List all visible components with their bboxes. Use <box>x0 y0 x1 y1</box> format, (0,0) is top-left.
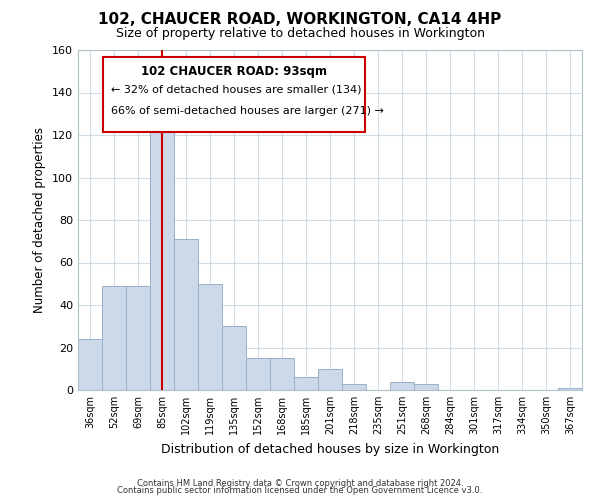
Text: Size of property relative to detached houses in Workington: Size of property relative to detached ho… <box>115 28 485 40</box>
Text: 102, CHAUCER ROAD, WORKINGTON, CA14 4HP: 102, CHAUCER ROAD, WORKINGTON, CA14 4HP <box>98 12 502 28</box>
Bar <box>126 286 150 390</box>
Bar <box>318 369 342 390</box>
Text: 102 CHAUCER ROAD: 93sqm: 102 CHAUCER ROAD: 93sqm <box>141 66 327 78</box>
Bar <box>102 286 126 390</box>
Bar <box>198 284 222 390</box>
Bar <box>390 382 414 390</box>
Bar <box>222 326 246 390</box>
Bar <box>78 339 102 390</box>
Text: ← 32% of detached houses are smaller (134): ← 32% of detached houses are smaller (13… <box>111 84 361 94</box>
Bar <box>342 384 366 390</box>
Y-axis label: Number of detached properties: Number of detached properties <box>34 127 46 313</box>
FancyBboxPatch shape <box>103 57 365 132</box>
Text: Contains HM Land Registry data © Crown copyright and database right 2024.: Contains HM Land Registry data © Crown c… <box>137 478 463 488</box>
Bar <box>294 378 318 390</box>
Bar <box>270 358 294 390</box>
Bar <box>558 388 582 390</box>
Bar <box>246 358 270 390</box>
Bar <box>414 384 438 390</box>
Text: Contains public sector information licensed under the Open Government Licence v3: Contains public sector information licen… <box>118 486 482 495</box>
X-axis label: Distribution of detached houses by size in Workington: Distribution of detached houses by size … <box>161 442 499 456</box>
Text: 66% of semi-detached houses are larger (271) →: 66% of semi-detached houses are larger (… <box>111 106 383 116</box>
Bar <box>174 239 198 390</box>
Bar <box>150 108 174 390</box>
